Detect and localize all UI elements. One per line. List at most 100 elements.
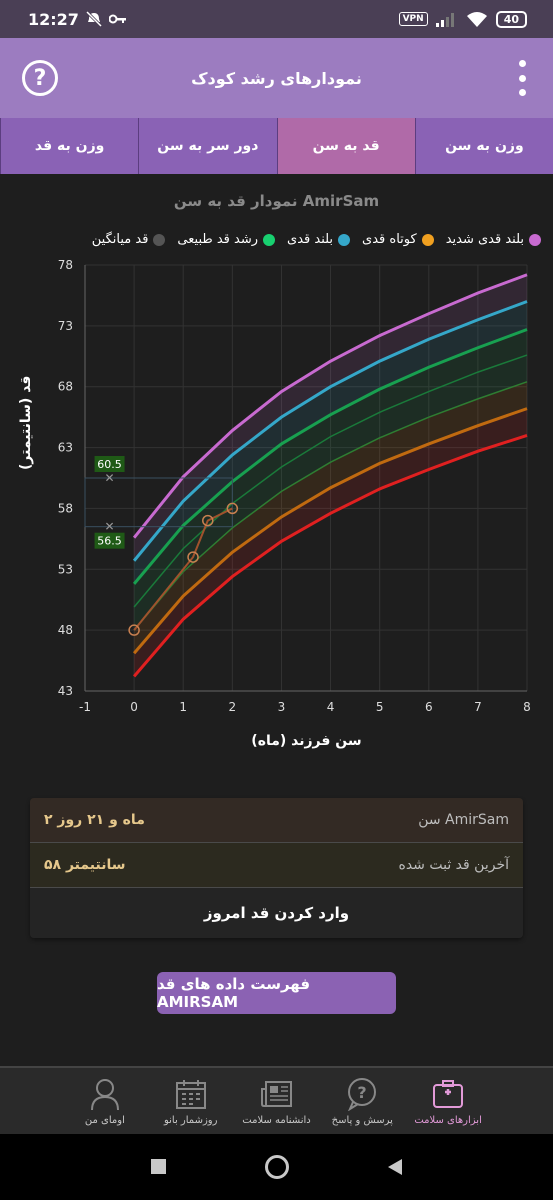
nav-my-profile[interactable]: اومای من [62,1068,148,1134]
legend-item[interactable]: بلند قدی [287,232,351,247]
series-line [132,433,528,678]
x-tick-label: 4 [327,700,335,714]
y-axis-title: قد (سانتیمتر) [18,375,34,470]
band-area [134,355,527,631]
age-value: ۲ ماه و ۲۱ روز [44,812,145,828]
nav-health-tools[interactable]: ابزارهای سلامت [405,1068,491,1134]
help-button[interactable]: ? [22,60,58,96]
more-menu-button[interactable] [517,60,527,96]
height-list-button[interactable]: فهرست داده های قد AMIRSAM [157,972,396,1014]
marker-label-bg [94,532,125,549]
marker-x: ✕ [105,471,115,485]
x-tick-label: 8 [523,700,531,714]
x-tick-label: 7 [474,700,482,714]
series-line [132,273,528,539]
bottom-nav: ابزارهای سلامت ? پرسش و پاسخ دانشنامه سل… [0,1066,553,1134]
series-line [133,354,528,608]
child-point [187,551,199,563]
child-line [133,507,233,631]
page-title: نمودارهای رشد کودک [191,68,362,88]
child-point [128,624,140,636]
medkit-icon [431,1077,465,1111]
y-tick-label: 68 [58,380,73,394]
tab-height-age[interactable]: قد به سن [276,118,415,174]
y-tick-label: 63 [58,441,73,455]
system-nav-bar [0,1134,553,1200]
legend-dot [421,233,434,246]
age-row: ۲ ماه و ۲۱ روز سن AmirSam [30,798,523,843]
legend-item[interactable]: بلند قدی شدید [446,232,541,247]
legend-dot [263,233,276,246]
marker-x: ✕ [105,520,115,534]
tab-weight-height[interactable]: وزن به قد [0,118,138,174]
height-row: ۵۸ سانتیمتر آخرین قد ثبت شده [30,843,523,888]
tab-weight-age[interactable]: وزن به سن [414,118,553,174]
y-tick-label: 78 [58,258,73,272]
x-tick-label: 6 [425,700,433,714]
child-point [226,502,239,515]
band-area [134,301,527,584]
marker-label-bg [94,456,125,472]
marker-label: 60.5 [97,458,122,471]
svg-text:?: ? [358,1083,367,1102]
vpn-badge: VPN [398,12,428,26]
mute-icon [85,11,102,27]
calendar-icon [174,1077,208,1111]
key-icon [108,14,126,24]
y-tick-label: 53 [58,562,73,576]
band-area [134,329,527,608]
series-line [132,300,528,562]
x-tick-label: 5 [376,700,384,714]
chart-legend: بلند قدی شدید کوتاه قدی بلند قدی رشد قد … [92,232,541,247]
legend-item[interactable]: کوتاه قدی [362,232,434,247]
wifi-icon [466,12,487,27]
series-line [132,407,528,655]
y-tick-label: 43 [58,684,73,698]
x-tick-label: -1 [79,700,91,714]
y-tick-label: 48 [58,623,73,637]
status-bar: 12:27 VPN 40 [0,0,553,38]
x-tick-label: 2 [229,700,237,714]
x-axis-title: سن فرزند (ماه) [251,733,362,749]
tab-bar: وزن به سن قد به سن دور سر به سن وزن به ق… [0,118,553,174]
y-tick-label: 58 [58,501,73,515]
band-area [134,381,527,654]
x-tick-label: 1 [179,700,187,714]
band-area [134,274,527,561]
newspaper-icon [260,1077,294,1111]
legend-item[interactable]: قد میانگین [92,232,166,247]
band-area [134,408,527,677]
height-label: آخرین قد ثبت شده [398,857,510,873]
app-bar: ? نمودارهای رشد کودک [0,38,553,118]
signal-icon [435,13,454,27]
marker-label: 56.5 [97,535,122,548]
nav-qa[interactable]: ? پرسش و پاسخ [319,1068,405,1134]
home-button[interactable] [264,1154,290,1180]
question-bubble-icon: ? [345,1077,379,1111]
series-line [132,328,528,585]
legend-dot [338,233,351,246]
user-icon [88,1077,122,1111]
info-card: ۲ ماه و ۲۱ روز سن AmirSam ۵۸ سانتیمتر آخ… [30,798,523,938]
legend-dot [153,233,166,246]
back-button[interactable] [386,1158,404,1176]
y-tick-label: 73 [58,319,73,333]
enter-today-height-button[interactable]: وارد کردن قد امروز [30,888,523,938]
tab-head-age[interactable]: دور سر به سن [138,118,276,174]
age-label: سن AmirSam [418,812,509,828]
x-tick-label: 0 [130,700,138,714]
child-point [202,514,214,527]
legend-item[interactable]: رشد قد طبیعی [177,232,276,247]
nav-calendar[interactable]: روزشمار بانو [148,1068,234,1134]
height-value: ۵۸ سانتیمتر [44,857,126,873]
chart-title: نمودار قد به سن AmirSam [173,192,380,210]
recents-button[interactable] [150,1158,168,1176]
series-line [133,381,528,631]
clock: 12:27 [28,9,79,29]
x-tick-label: 3 [278,700,286,714]
battery-icon: 40 [495,10,527,28]
nav-encyclopedia[interactable]: دانشنامه سلامت [234,1068,320,1134]
range-box [84,477,233,528]
legend-dot [529,233,541,246]
